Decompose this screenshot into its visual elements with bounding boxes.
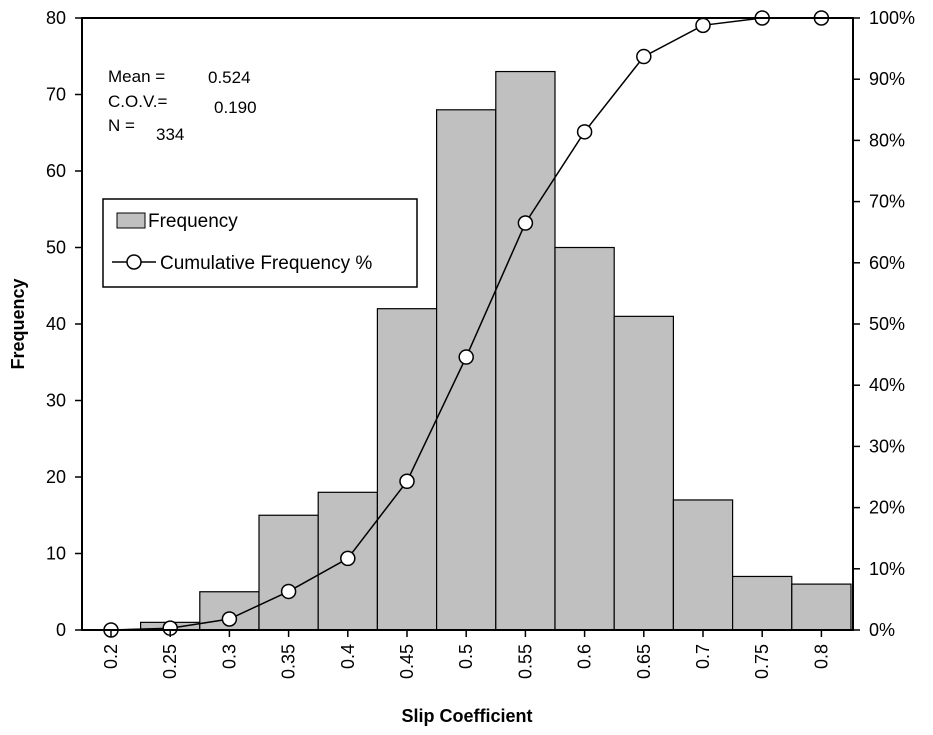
right-tick-label: 10% bbox=[869, 559, 905, 579]
cumulative-point bbox=[399, 473, 415, 490]
cumulative-point bbox=[517, 215, 534, 231]
n-label: N = bbox=[108, 116, 135, 135]
right-axis: 0% 10% 20% 30% 40% 50% 60% 70% 80% 90% 100% bbox=[853, 8, 915, 640]
bar bbox=[554, 246, 615, 631]
bar bbox=[672, 499, 734, 631]
bar bbox=[258, 514, 319, 631]
legend-frequency-label: Frequency bbox=[148, 211, 238, 232]
right-tick-label: 80% bbox=[869, 130, 905, 150]
x-tick-label: 0.4 bbox=[338, 644, 358, 669]
right-tick-label: 50% bbox=[869, 314, 905, 334]
left-tick-label: 70 bbox=[46, 85, 66, 105]
y-axis-title: Frequency bbox=[8, 278, 28, 369]
cov-value: 0.190 bbox=[214, 98, 257, 117]
x-tick-label: 0.35 bbox=[279, 644, 299, 679]
x-tick-label: 0.65 bbox=[634, 644, 654, 679]
bars-group bbox=[140, 70, 852, 631]
cumulative-point bbox=[458, 349, 474, 365]
x-tick-label: 0.6 bbox=[575, 644, 595, 669]
mean-label: Mean = bbox=[108, 67, 165, 86]
right-tick-label: 40% bbox=[869, 375, 905, 395]
bar bbox=[791, 583, 852, 631]
cumulative-point bbox=[221, 611, 238, 627]
right-tick-label: 60% bbox=[869, 253, 905, 273]
right-tick-label: 70% bbox=[869, 192, 905, 212]
x-tick-label: 0.3 bbox=[219, 644, 239, 669]
x-tick-label: 0.7 bbox=[693, 644, 713, 669]
bar bbox=[436, 109, 497, 631]
x-axis-title: Slip Coefficient bbox=[401, 706, 532, 726]
right-tick-label: 0% bbox=[869, 620, 895, 640]
cumulative-point bbox=[695, 17, 711, 34]
left-tick-label: 30 bbox=[46, 391, 66, 411]
mean-value: 0.524 bbox=[208, 68, 251, 87]
legend-cumulative-label: Cumulative Frequency % bbox=[160, 253, 372, 274]
bar bbox=[613, 315, 675, 631]
left-tick-label: 80 bbox=[46, 8, 66, 28]
right-tick-label: 30% bbox=[869, 436, 905, 456]
legend-marker-icon bbox=[126, 254, 142, 270]
legend: Frequency Cumulative Frequency % bbox=[102, 198, 418, 288]
left-axis: 0 10 20 30 40 50 60 70 80 bbox=[46, 8, 82, 640]
right-tick-label: 20% bbox=[869, 498, 905, 518]
cumulative-point bbox=[576, 124, 593, 140]
x-tick-label: 0.5 bbox=[456, 644, 476, 669]
x-tick-label: 0.55 bbox=[515, 644, 535, 679]
left-tick-label: 10 bbox=[46, 544, 66, 564]
cumulative-point bbox=[636, 48, 652, 65]
right-tick-label: 90% bbox=[869, 69, 905, 89]
cumulative-point bbox=[340, 550, 356, 567]
cumulative-line-group bbox=[103, 10, 830, 638]
x-tick-label: 0.75 bbox=[752, 644, 772, 679]
left-tick-label: 40 bbox=[46, 314, 66, 334]
x-tick-label: 0.2 bbox=[101, 644, 121, 669]
cumulative-point bbox=[280, 583, 297, 600]
n-value: 334 bbox=[156, 125, 184, 144]
x-axis: 0.2 0.25 0.3 0.35 0.4 0.45 0.5 0.55 0.6 0.65 0.7 0.… bbox=[101, 630, 831, 679]
cov-label: C.O.V.= bbox=[108, 92, 167, 111]
left-tick-label: 60 bbox=[46, 161, 66, 181]
legend-bar-swatch bbox=[116, 212, 146, 229]
stats-annotation: Mean = 0.524 C.O.V.= 0.190 N = 334 bbox=[108, 67, 257, 144]
legend-box bbox=[102, 198, 418, 288]
x-tick-label: 0.45 bbox=[397, 644, 417, 679]
left-tick-label: 0 bbox=[56, 620, 66, 640]
bar bbox=[731, 575, 793, 631]
left-tick-label: 50 bbox=[46, 238, 66, 258]
x-tick-label: 0.8 bbox=[811, 644, 831, 669]
left-tick-label: 20 bbox=[46, 467, 66, 487]
x-tick-label: 0.25 bbox=[160, 644, 180, 679]
bar bbox=[495, 70, 556, 631]
right-tick-label: 100% bbox=[869, 8, 915, 28]
bar bbox=[376, 308, 438, 631]
